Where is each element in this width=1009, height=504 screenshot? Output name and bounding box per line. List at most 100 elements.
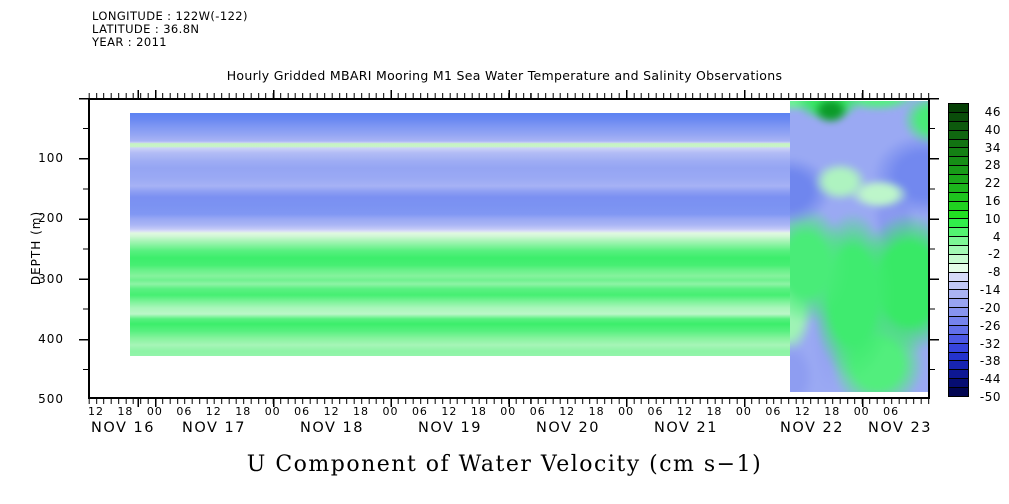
hour-tick-label: 06 [411, 405, 428, 418]
colorbar-cell [949, 254, 968, 264]
colorbar-cell [949, 334, 968, 344]
colorbar-cell [949, 237, 968, 246]
hour-tick-label: 06 [647, 405, 664, 418]
hour-tick-label: 06 [176, 405, 193, 418]
depth-tick-label: 200 [38, 211, 64, 226]
hour-tick-label: 00 [618, 405, 635, 418]
date-tick-label: NOV 19 [418, 420, 482, 436]
colorbar-cell [949, 210, 968, 220]
hour-tick-label: 12 [559, 405, 576, 418]
hour-tick-label: 18 [588, 405, 605, 418]
colorbar-tick-label: 40 [984, 122, 1001, 137]
hour-tick-labels: 12 18 00 06 12 18 00 06 12 18 00 06 12 18 00 06 12 18 00 06… [88, 405, 930, 418]
colorbar-cell [949, 343, 968, 353]
colorbar-tick-label: 4 [992, 229, 1001, 244]
date-tick-label: NOV 16 [91, 420, 155, 436]
colorbar-tick-label: -44 [979, 372, 1001, 387]
y-axis-left-major-ticks [79, 98, 88, 399]
turbulent-blobs [790, 101, 928, 392]
colorbar-cell [949, 157, 968, 167]
colorbar-cell [949, 201, 968, 211]
hour-tick-label: 18 [353, 405, 370, 418]
x-axis-title: U Component of Water Velocity (cm s−1) [246, 452, 763, 477]
chart-title: Hourly Gridded MBARI Mooring M1 Sea Wate… [226, 68, 783, 83]
colorbar-tick-label: 34 [984, 140, 1001, 155]
date-tick-label: NOV 23 [868, 420, 932, 436]
colorbar-cell [949, 219, 968, 229]
hour-tick-label: 00 [264, 405, 281, 418]
date-tick-label: NOV 17 [182, 420, 246, 436]
hour-tick-label: 12 [88, 405, 104, 418]
hour-tick-label: 18 [470, 405, 487, 418]
plot-area [88, 98, 930, 399]
colorbar-tick-label: 28 [984, 158, 1001, 173]
colorbar-cell [949, 130, 968, 140]
colorbar-cell [949, 166, 968, 175]
colorbar [948, 103, 969, 397]
metadata-header: LONGITUDE : 122W(-122) LATITUDE : 36.8N … [92, 10, 248, 49]
colorbar-tick-label: 22 [984, 176, 1001, 191]
y-axis-right-major-ticks [930, 98, 939, 399]
hour-tick-label: 18 [706, 405, 723, 418]
hour-tick-label: 18 [235, 405, 252, 418]
latitude-text: LATITUDE : 36.8N [92, 22, 200, 36]
colorbar-tick-label: 16 [984, 194, 1001, 208]
colorbar-cell [949, 370, 968, 380]
colorbar-cell [949, 121, 968, 131]
hour-tick-label: 12 [677, 405, 693, 418]
hour-tick-label: 00 [500, 405, 517, 418]
hour-tick-label: 00 [382, 405, 399, 418]
colorbar-cell [949, 228, 968, 238]
colorbar-cell [949, 388, 968, 396]
colorbar-cell [949, 112, 968, 122]
hour-tick-label: 06 [294, 405, 311, 418]
colorbar-cell [949, 299, 968, 309]
y-axis-title: DEPTH (m) [29, 210, 43, 286]
colorbar-cell [949, 183, 968, 193]
turbulent-mixed-region [790, 101, 928, 392]
x-axis-bottom-major-ticks [88, 399, 930, 407]
date-tick-label: NOV 18 [300, 420, 364, 436]
colorbar-tick-label: -20 [979, 300, 1001, 315]
date-tick-label: NOV 21 [654, 420, 718, 436]
hour-tick-label: 00 [853, 405, 870, 418]
date-tick-label: NOV 22 [780, 420, 844, 436]
hour-tick-label: 06 [529, 405, 546, 418]
depth-tick-labels: 100 200 300 400 500 [0, 98, 78, 406]
hour-tick-label: 00 [146, 405, 163, 418]
hour-tick-label: 18 [117, 405, 134, 418]
hour-tick-label: 06 [765, 405, 782, 418]
colorbar-tick-label: -38 [979, 354, 1001, 369]
colorbar-tick-label: -26 [979, 318, 1001, 333]
x-axis-top-major-ticks [88, 90, 930, 98]
colorbar-tick-label: -50 [979, 390, 1001, 405]
colorbar-cell [949, 361, 968, 371]
colorbar-cell [949, 139, 968, 149]
colorbar-tick-label: 46 [984, 104, 1001, 119]
hour-tick-label: 18 [824, 405, 841, 418]
date-tick-label: NOV 20 [536, 420, 600, 436]
stratified-bands-region [130, 113, 790, 356]
hour-tick-label: 12 [794, 405, 811, 418]
colorbar-cell [949, 104, 968, 113]
hour-tick-label: 06 [883, 405, 900, 418]
colorbar-cell [949, 192, 968, 202]
colorbar-tick-label: -2 [988, 247, 1001, 262]
colorbar-cell [949, 325, 968, 335]
hour-tick-label: 00 [735, 405, 752, 418]
colorbar-tick-label: -8 [988, 265, 1001, 280]
date-tick-labels: NOV 16 NOV 17 NOV 18 NOV 19 NOV 20 NOV 21 NOV … [88, 420, 930, 437]
colorbar-tick-label: -14 [979, 283, 1001, 298]
depth-tick-label: 500 [38, 392, 64, 406]
colorbar-cell [949, 272, 968, 282]
colorbar-tick-label: -32 [979, 336, 1001, 351]
depth-tick-label: 100 [38, 151, 64, 166]
hour-tick-label: 12 [205, 405, 222, 418]
depth-tick-label: 400 [38, 331, 64, 346]
colorbar-cell [949, 175, 968, 184]
colorbar-cell [949, 308, 968, 317]
colorbar-cell [949, 352, 968, 362]
colorbar-cell [949, 290, 968, 300]
colorbar-tick-label: 10 [984, 211, 1001, 226]
